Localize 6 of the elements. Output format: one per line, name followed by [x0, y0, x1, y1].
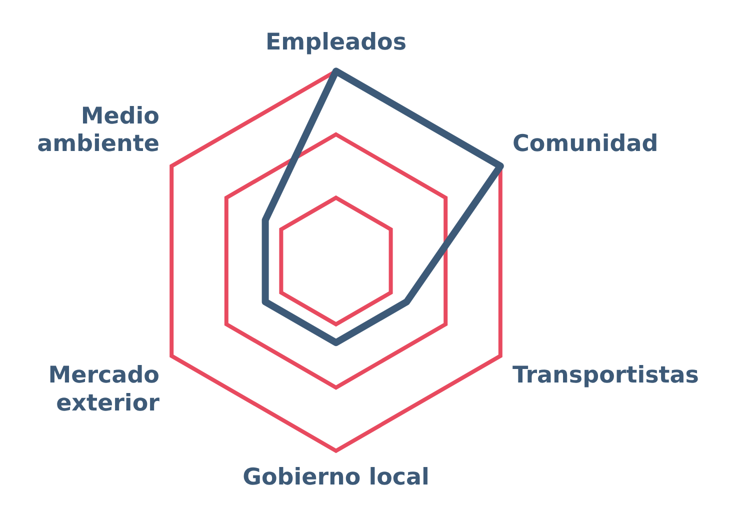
spoke-label: Empleados [265, 29, 407, 56]
spoke-label: Transportistas [512, 362, 700, 389]
spoke-label: Comunidad [512, 131, 658, 158]
spoke-label: Gobierno local [242, 464, 430, 491]
spoke-label: Mercado exterior [48, 362, 160, 416]
spoke-label: Medio ambiente [37, 104, 160, 158]
